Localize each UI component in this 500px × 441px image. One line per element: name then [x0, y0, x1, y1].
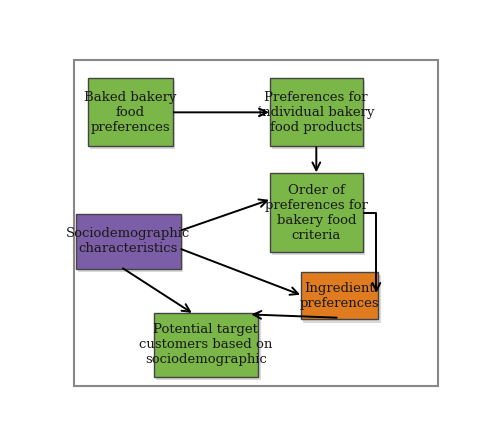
FancyBboxPatch shape	[78, 217, 183, 272]
FancyBboxPatch shape	[270, 78, 363, 146]
Text: Ingredient
preferences: Ingredient preferences	[300, 282, 380, 310]
Text: Potential target
customers based on
sociodemographic: Potential target customers based on soci…	[139, 323, 272, 366]
FancyBboxPatch shape	[156, 316, 260, 380]
FancyBboxPatch shape	[272, 82, 365, 149]
Text: Baked bakery
food
preferences: Baked bakery food preferences	[84, 91, 176, 134]
FancyBboxPatch shape	[272, 176, 365, 254]
FancyBboxPatch shape	[88, 78, 173, 146]
FancyBboxPatch shape	[303, 275, 380, 322]
FancyBboxPatch shape	[76, 214, 180, 269]
FancyBboxPatch shape	[90, 82, 176, 149]
FancyBboxPatch shape	[270, 173, 363, 251]
Text: Order of
preferences for
bakery food
criteria: Order of preferences for bakery food cri…	[265, 183, 368, 242]
Text: Sociodemographic
characteristics: Sociodemographic characteristics	[66, 228, 190, 255]
FancyBboxPatch shape	[301, 272, 378, 319]
FancyBboxPatch shape	[154, 313, 258, 377]
Text: Preferences for
individual bakery
food products: Preferences for individual bakery food p…	[258, 91, 374, 134]
